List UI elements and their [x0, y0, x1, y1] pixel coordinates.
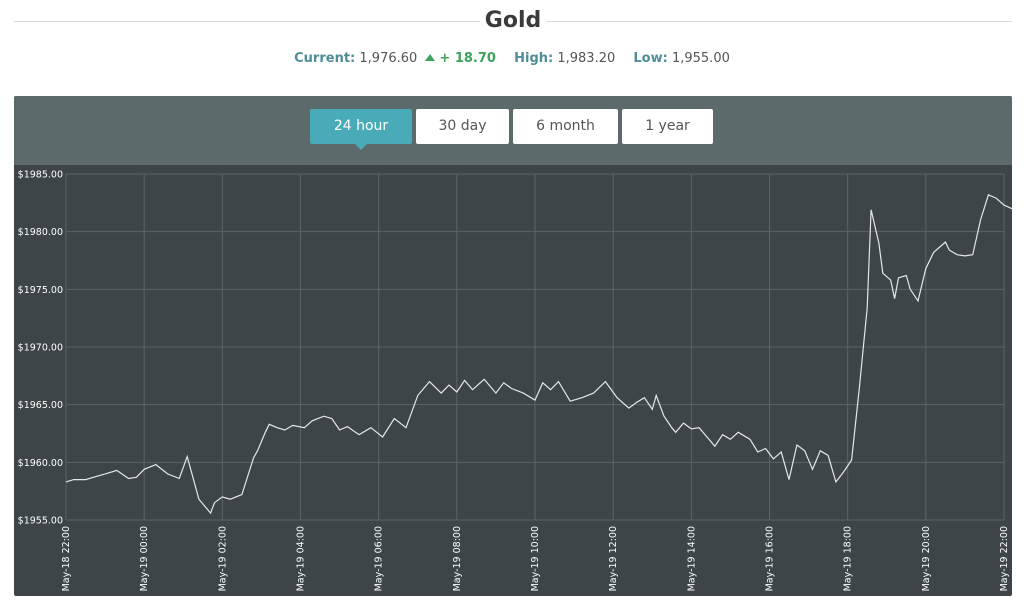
title-row: Gold: [14, 0, 1012, 44]
active-tab-pointer: [355, 144, 367, 150]
high-label: High:: [514, 51, 554, 66]
x-tick-label: May-19 06:00: [374, 526, 385, 591]
y-tick-label: $1985.00: [18, 170, 63, 181]
y-tick-label: $1975.00: [18, 285, 63, 296]
x-tick-label: May-19 04:00: [296, 526, 307, 591]
page-title: Gold: [484, 8, 542, 33]
y-tick-label: $1980.00: [18, 227, 63, 238]
current-stat: Current: 1,976.60 + 18.70: [294, 51, 500, 66]
low-label: Low:: [633, 51, 668, 66]
tab-1-year[interactable]: 1 year: [622, 109, 713, 144]
title-divider-right: [546, 21, 1012, 22]
x-tick-label: May-19 18:00: [843, 526, 854, 591]
x-tick-label: May-19 14:00: [686, 526, 697, 591]
range-toolbar: 24 hour 30 day 6 month 1 year: [14, 96, 1012, 165]
y-axis: $1955.00 $1960.00 $1965.00 $1970.00 $1975.00…: [18, 170, 63, 527]
y-tick-label: $1970.00: [18, 343, 63, 354]
title-divider-left: [14, 21, 480, 22]
x-tick-label: May-18 22:00: [61, 526, 72, 591]
x-tick-label: May-19 20:00: [921, 526, 932, 591]
current-label: Current:: [294, 51, 356, 66]
up-arrow-icon: [425, 54, 436, 61]
x-tick-label: May-19 16:00: [765, 526, 776, 591]
x-tick-label: May-19 00:00: [139, 526, 150, 591]
tab-6-month[interactable]: 6 month: [513, 109, 618, 144]
x-tick-label: May-19 08:00: [452, 526, 463, 591]
high-stat: High: 1,983.20: [514, 51, 619, 66]
tab-24-hour[interactable]: 24 hour: [310, 109, 412, 144]
x-tick-label: May-19 12:00: [608, 526, 619, 591]
low-value: 1,955.00: [671, 51, 730, 66]
high-value: 1,983.20: [557, 51, 616, 66]
current-value: 1,976.60: [359, 51, 418, 66]
y-tick-label: $1955.00: [18, 516, 63, 527]
chart-grid: [65, 173, 1005, 521]
y-tick-label: $1965.00: [18, 400, 63, 411]
price-line-group: [65, 193, 1012, 515]
price-stats: Current: 1,976.60 + 18.70 High: 1,983.20…: [0, 51, 1024, 66]
chart-panel: 24 hour 30 day 6 month 1 year $1955.00 $1…: [14, 96, 1012, 596]
x-tick-label: May-19 10:00: [530, 526, 541, 591]
change-value: + 18.70: [439, 51, 496, 66]
tab-30-day[interactable]: 30 day: [416, 109, 509, 144]
price-chart: $1955.00 $1960.00 $1965.00 $1970.00 $1975.00…: [18, 170, 1012, 591]
x-tick-label: May-19 22:00: [999, 526, 1010, 591]
price-series-line: [65, 193, 1012, 515]
low-stat: Low: 1,955.00: [633, 51, 729, 66]
x-axis: May-18 22:00 May-19 00:00 May-19 02:00 May-…: [61, 526, 1010, 591]
x-tick-label: May-19 02:00: [217, 526, 228, 591]
y-tick-label: $1960.00: [18, 458, 63, 469]
